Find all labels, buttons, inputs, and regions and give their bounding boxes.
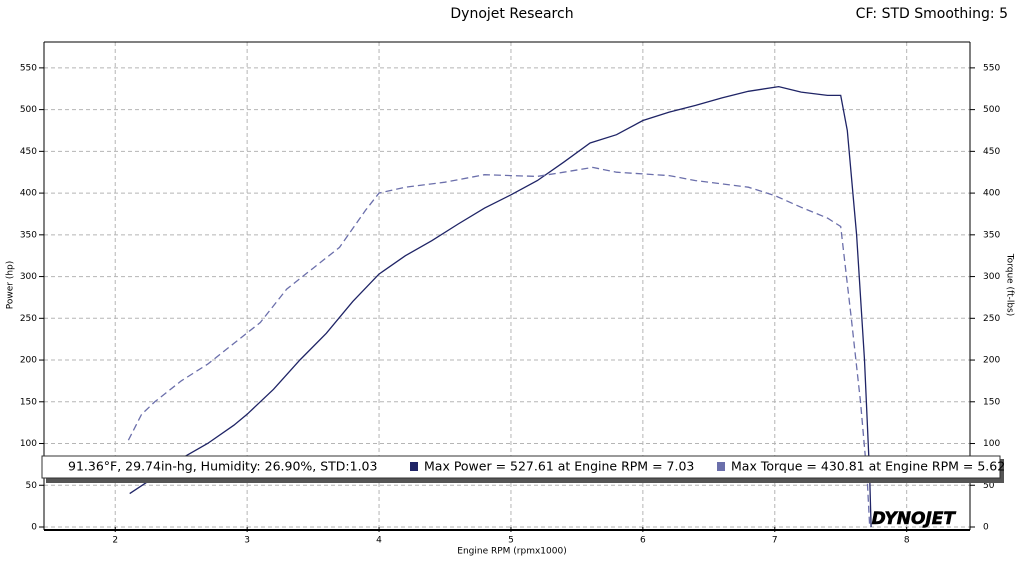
y2-tick-label: 450 <box>983 147 1000 157</box>
y-tick-label: 400 <box>20 189 37 199</box>
y-tick-label: 50 <box>26 481 38 491</box>
y2-tick-label: 550 <box>983 63 1000 73</box>
chart-subtitle: CF: STD Smoothing: 5 <box>856 6 1008 22</box>
x-tick-label: 5 <box>508 536 514 546</box>
y-tick-label: 150 <box>20 397 37 407</box>
y2-tick-label: 250 <box>983 314 1000 324</box>
legend-label: Max Power = 527.61 at Engine RPM = 7.03 <box>424 459 694 474</box>
chart-title: Dynojet Research <box>450 6 573 22</box>
y-tick-label: 300 <box>20 272 37 282</box>
x-tick-label: 2 <box>112 536 118 546</box>
x-axis-label: Engine RPM (rpmx1000) <box>457 547 566 557</box>
y2-tick-label: 50 <box>983 481 995 491</box>
y2-tick-label: 0 <box>983 523 989 533</box>
y-tick-label: 250 <box>20 314 37 324</box>
y2-tick-label: 500 <box>983 105 1000 115</box>
y-axis-label: Power (hp) <box>6 261 16 310</box>
y2-axis-label: Torque (ft-lbs) <box>1005 253 1015 317</box>
y-tick-label: 200 <box>20 356 37 366</box>
legend-label: Max Torque = 430.81 at Engine RPM = 5.62 <box>731 459 1005 474</box>
y-tick-label: 500 <box>20 105 37 115</box>
y-tick-label: 550 <box>20 63 37 73</box>
series-line <box>127 166 871 528</box>
x-tick-label: 3 <box>244 536 250 546</box>
y2-tick-label: 150 <box>983 397 1000 407</box>
x-tick-label: 4 <box>376 536 382 546</box>
y-tick-label: 450 <box>20 147 37 157</box>
y2-tick-label: 300 <box>983 272 1000 282</box>
conditions-text: 91.36°F, 29.74in-hg, Humidity: 26.90%, S… <box>68 459 377 474</box>
y2-tick-label: 200 <box>983 356 1000 366</box>
y2-tick-label: 400 <box>983 189 1000 199</box>
x-tick-label: 6 <box>640 536 646 546</box>
legend-swatch <box>717 462 725 471</box>
x-tick-label: 7 <box>772 536 778 546</box>
logo: DYNOJET <box>872 509 957 529</box>
x-tick-label: 8 <box>904 536 910 546</box>
y-tick-label: 100 <box>20 439 37 449</box>
y-tick-label: 0 <box>31 523 37 533</box>
series-line <box>129 85 872 528</box>
legend-swatch <box>410 462 418 471</box>
y2-tick-label: 100 <box>983 439 1000 449</box>
y-tick-label: 350 <box>20 230 37 240</box>
legend-box <box>41 455 1001 479</box>
y2-tick-label: 350 <box>983 230 1000 240</box>
